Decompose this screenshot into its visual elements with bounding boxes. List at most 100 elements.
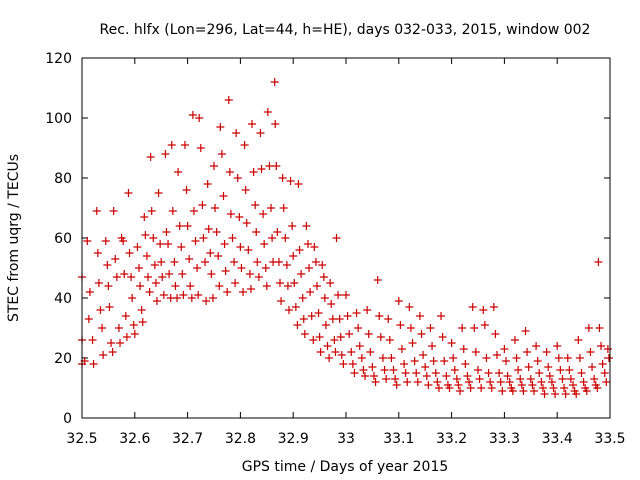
data-point-marker xyxy=(449,354,458,362)
data-point-marker xyxy=(310,243,319,251)
data-point-marker xyxy=(267,204,276,212)
data-point-marker xyxy=(185,255,194,263)
data-point-marker xyxy=(486,378,495,386)
data-point-marker xyxy=(182,186,191,194)
data-point-marker xyxy=(199,234,208,242)
data-point-marker xyxy=(401,369,410,377)
data-point-marker xyxy=(595,324,604,332)
data-point-marker xyxy=(232,129,241,137)
data-point-marker xyxy=(239,288,248,296)
data-point-marker xyxy=(202,297,211,305)
data-point-marker xyxy=(480,321,489,329)
data-point-marker xyxy=(116,339,125,347)
data-point-marker xyxy=(510,336,519,344)
data-point-marker xyxy=(152,297,161,305)
data-point-marker xyxy=(354,324,363,332)
data-point-marker xyxy=(300,330,309,338)
chart-title: Rec. hlfx (Lon=296, Lat=44, h=HE), days … xyxy=(100,22,591,38)
data-point-marker xyxy=(89,360,98,368)
data-point-marker xyxy=(293,321,302,329)
x-axis-label: GPS time / Days of year 2015 xyxy=(242,459,449,475)
data-markers xyxy=(78,78,613,398)
data-point-marker xyxy=(195,114,204,122)
data-point-marker xyxy=(406,324,415,332)
data-point-marker xyxy=(281,234,290,242)
data-point-marker xyxy=(437,312,446,320)
data-point-marker xyxy=(380,366,389,374)
x-tick-label: 33.3 xyxy=(489,431,520,447)
data-point-marker xyxy=(392,381,401,389)
data-point-marker xyxy=(405,303,414,311)
data-point-marker xyxy=(96,306,105,314)
data-point-marker xyxy=(127,273,136,281)
data-point-marker xyxy=(450,366,459,374)
x-tick-label: 33.2 xyxy=(436,431,467,447)
data-point-marker xyxy=(363,306,372,314)
data-point-marker xyxy=(452,375,461,383)
data-point-marker xyxy=(459,345,468,353)
data-point-marker xyxy=(345,330,354,338)
data-point-marker xyxy=(240,141,249,149)
data-point-marker xyxy=(519,387,528,395)
data-point-marker xyxy=(233,174,242,182)
data-point-marker xyxy=(574,336,583,344)
data-point-marker xyxy=(456,387,465,395)
data-point-marker xyxy=(454,381,463,389)
data-point-marker xyxy=(598,360,607,368)
data-point-marker xyxy=(261,264,270,272)
data-point-marker xyxy=(461,360,470,368)
data-point-marker xyxy=(212,228,221,236)
data-point-marker xyxy=(419,351,428,359)
data-point-marker xyxy=(533,357,542,365)
data-point-marker xyxy=(516,375,525,383)
data-point-marker xyxy=(594,258,603,266)
data-point-marker xyxy=(575,354,584,362)
data-point-marker xyxy=(122,333,131,341)
data-point-marker xyxy=(224,96,233,104)
data-point-marker xyxy=(535,369,544,377)
data-point-marker xyxy=(279,204,288,212)
data-point-marker xyxy=(265,162,274,170)
data-point-marker xyxy=(174,168,183,176)
data-point-marker xyxy=(242,219,251,227)
data-point-marker xyxy=(466,384,475,392)
data-point-marker xyxy=(477,384,486,392)
data-point-marker xyxy=(382,375,391,383)
data-point-marker xyxy=(104,282,113,290)
data-point-marker xyxy=(316,348,325,356)
data-point-marker xyxy=(501,357,510,365)
data-point-marker xyxy=(271,120,280,128)
data-point-marker xyxy=(355,342,364,350)
data-point-marker xyxy=(314,309,323,317)
data-point-marker xyxy=(253,258,262,266)
data-point-marker xyxy=(114,324,123,332)
data-point-marker xyxy=(124,189,133,197)
data-point-marker xyxy=(342,291,350,299)
data-point-marker xyxy=(600,369,609,377)
data-point-marker xyxy=(325,354,334,362)
data-point-marker xyxy=(151,279,160,287)
tick-labels: 32.5 32.6 32.7 32.8 32.9 33 33.1 33.2 33.3 33.4 33… xyxy=(45,51,625,447)
data-point-marker xyxy=(458,324,467,332)
data-point-marker xyxy=(523,348,532,356)
data-point-marker xyxy=(92,207,101,215)
data-point-marker xyxy=(447,339,456,347)
data-point-marker xyxy=(276,279,284,287)
data-point-marker xyxy=(500,345,509,353)
data-point-marker xyxy=(136,282,145,290)
data-point-marker xyxy=(474,366,482,374)
data-point-marker xyxy=(221,267,230,275)
data-point-marker xyxy=(156,240,165,248)
data-point-marker xyxy=(424,381,433,389)
data-point-marker xyxy=(173,294,182,302)
data-point-marker xyxy=(305,264,314,272)
data-point-marker xyxy=(315,333,324,341)
data-point-marker xyxy=(112,273,121,281)
data-point-marker xyxy=(343,312,352,320)
data-point-marker xyxy=(529,387,538,395)
data-point-marker xyxy=(422,372,431,380)
data-point-marker xyxy=(288,222,297,230)
data-point-marker xyxy=(268,234,277,242)
data-point-marker xyxy=(245,270,254,278)
